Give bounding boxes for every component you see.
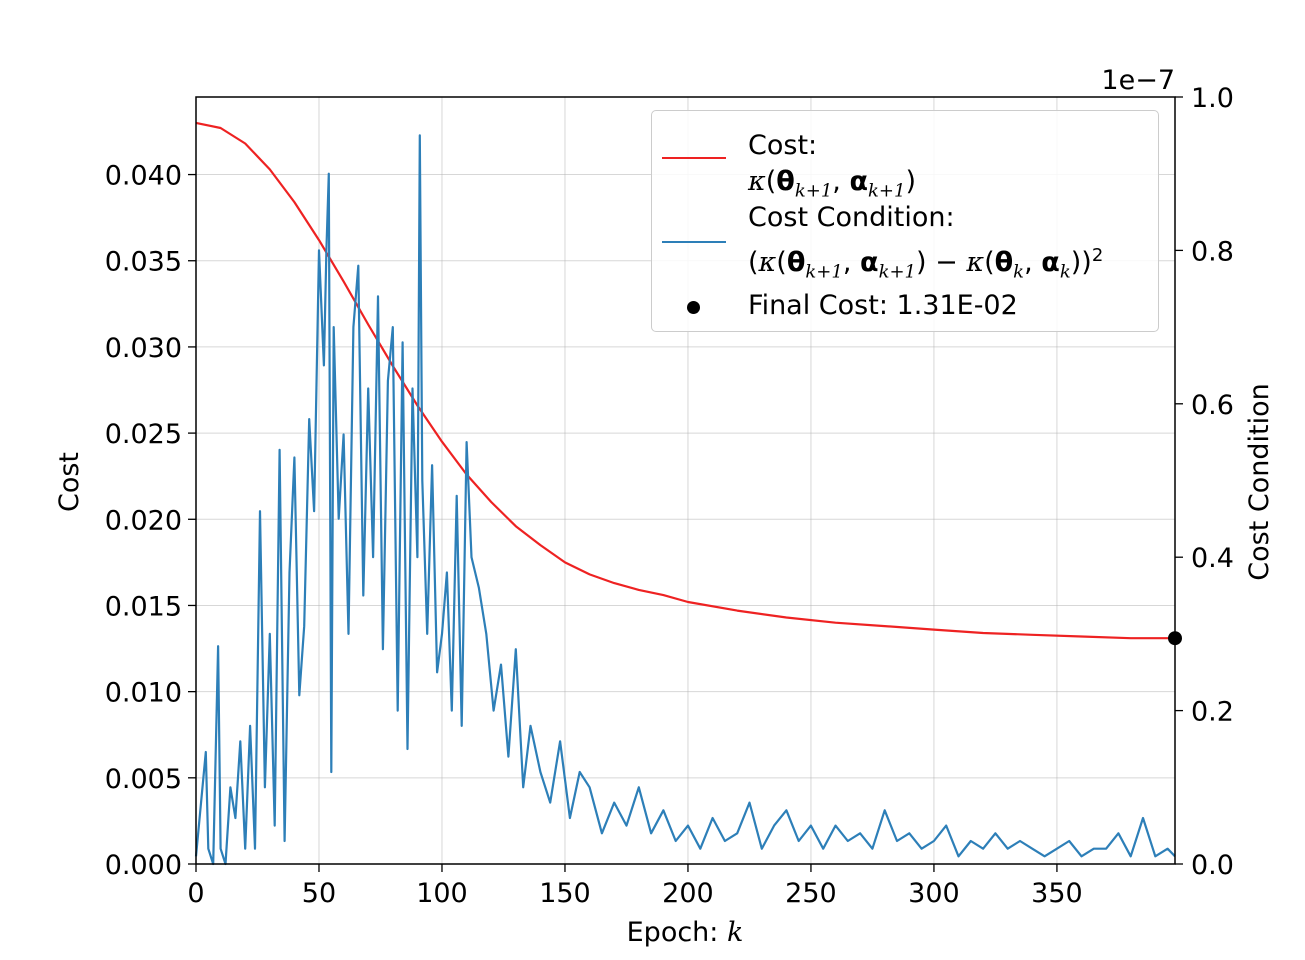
y-tick-label-left: 0.040 [105,161,182,192]
legend-label-condition-formula: (κ(θk+1, αk+1) − κ(θk, αk))2 [748,245,1104,283]
y-axis-label-left: Cost [54,452,85,512]
legend-swatch-final [687,301,700,314]
x-axis-label: Epoch: k [627,917,744,948]
x-tick-label: 100 [416,878,468,909]
legend-swatch-cost [662,157,726,159]
y-tick-label-left: 0.035 [105,247,182,278]
right-axis-multiplier: 1e−7 [1101,65,1175,96]
final-point-layer [1168,631,1182,646]
legend-label-final: Final Cost: 1.31E-02 [748,290,1018,321]
x-tick-label: 350 [1031,878,1083,909]
y-tick-label-left: 0.005 [105,764,182,795]
y-tick-label-right: 1.0 [1191,83,1234,114]
plot-frame [195,96,1176,865]
x-axis-label-var: k [727,917,743,948]
x-tick-label: 200 [662,878,714,909]
y-tick-label-left: 0.015 [105,591,182,622]
cost-line [195,121,1175,640]
y-tick-label-right: 0.8 [1191,236,1234,267]
x-tick-label: 300 [908,878,960,909]
y-tick-label-left: 0.020 [105,505,182,536]
legend-label-cost-title: Cost: [748,130,818,161]
final-cost-point [1168,631,1182,646]
y-axis-label-right: Cost Condition [1244,383,1275,580]
x-tick-label: 250 [785,878,837,909]
cost-condition-line [194,134,1176,866]
left-y-axis-ticks: 0.000 0.005 0.010 0.015 0.020 0.025 0.030 0.035… [105,161,196,881]
legend-swatch-condition [662,241,726,243]
y-tick-label-left: 0.010 [105,678,182,709]
right-y-axis-ticks: 0.0 0.2 0.4 0.6 0.8 1.0 [1175,83,1234,881]
y-tick-label-left: 0.000 [105,850,182,881]
x-axis-ticks: 0 50 100 150 200 250 300 350 [187,864,1083,909]
x-tick-label: 50 [302,878,336,909]
y-tick-label-right: 0.4 [1191,543,1234,574]
cost-series [195,121,1175,640]
x-tick-label: 150 [539,878,591,909]
y-tick-label-right: 0.0 [1191,850,1234,881]
x-axis-label-text: Epoch: [627,917,719,948]
legend-label-cost-formula: κ(θk+1, αk+1) [748,166,917,202]
y-tick-label-left: 0.030 [105,333,182,364]
y-tick-label-left: 0.025 [105,419,182,450]
legend-label-condition-title: Cost Condition: [748,202,955,233]
x-tick-label: 0 [187,878,204,909]
y-tick-label-right: 0.2 [1191,697,1234,728]
legend: Cost: κ(θk+1, αk+1) Cost Condition: (κ(θ… [651,110,1159,332]
cost-condition-series [194,134,1176,866]
y-tick-label-right: 0.6 [1191,390,1234,421]
